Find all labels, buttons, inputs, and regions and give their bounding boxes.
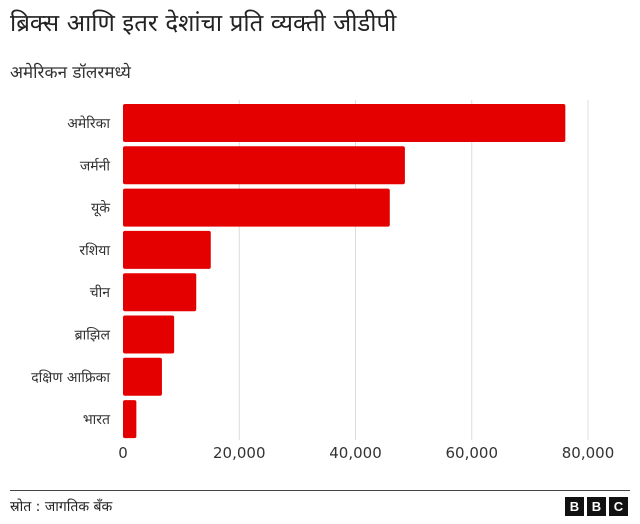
category-label: चीन xyxy=(90,284,111,301)
bar xyxy=(123,400,137,439)
x-tick-label: 60,000 xyxy=(446,444,499,462)
category-label: अमेरिका xyxy=(67,115,110,132)
bbc-logo-b2: B xyxy=(587,497,606,516)
x-tick-label: 40,000 xyxy=(329,444,382,462)
x-tick-label: 0 xyxy=(118,444,128,462)
bar xyxy=(123,273,197,312)
bar xyxy=(123,357,162,396)
footer-divider xyxy=(10,490,630,491)
bar xyxy=(123,146,405,185)
bbc-logo: B B C xyxy=(565,497,628,516)
bar-chart: 0 20,000 40,000 60,000 80,000 अमेरिका जर्मनी यू… xyxy=(31,100,615,462)
chart-title: ब्रिक्स आणि इतर देशांचा प्रति व्यक्ती जी… xyxy=(10,9,397,37)
x-tick-label: 80,000 xyxy=(562,444,615,462)
category-label: जर्मनी xyxy=(80,157,111,174)
source-text: स्रोत : जागतिक बँक xyxy=(10,499,113,515)
category-label: दक्षिण आफ्रिका xyxy=(31,369,110,386)
bar xyxy=(123,104,566,142)
chart-subtitle: अमेरिकन डॉलरमध्ये xyxy=(10,63,131,83)
x-tick-label: 20,000 xyxy=(213,444,266,462)
category-label: ब्राझिल xyxy=(75,327,111,344)
category-label: रशिया xyxy=(79,242,110,259)
category-label: यूके xyxy=(91,200,110,217)
bbc-logo-b1: B xyxy=(565,497,584,516)
bar xyxy=(123,315,175,354)
category-label: भारत xyxy=(83,412,111,428)
bar xyxy=(123,188,390,227)
bar xyxy=(123,230,211,269)
bbc-logo-c: C xyxy=(609,497,628,516)
